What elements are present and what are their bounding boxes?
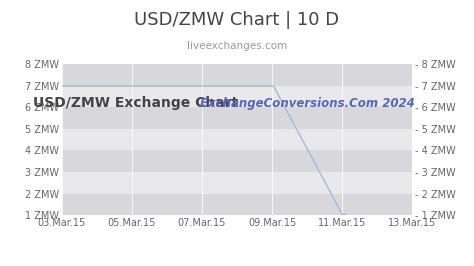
Bar (62, 85, 412, 107)
Bar (62, 194, 412, 215)
Text: USD/ZMW Exchange Chart: USD/ZMW Exchange Chart (33, 96, 238, 110)
Text: USD/ZMW Chart | 10 D: USD/ZMW Chart | 10 D (135, 11, 339, 29)
Bar (62, 129, 412, 151)
Text: ExchangeConversions.Com 2024: ExchangeConversions.Com 2024 (200, 97, 415, 110)
Bar (62, 107, 412, 129)
Bar (62, 151, 412, 172)
Text: liveexchanges.com: liveexchanges.com (187, 41, 287, 51)
Bar (62, 64, 412, 85)
Bar (62, 172, 412, 194)
